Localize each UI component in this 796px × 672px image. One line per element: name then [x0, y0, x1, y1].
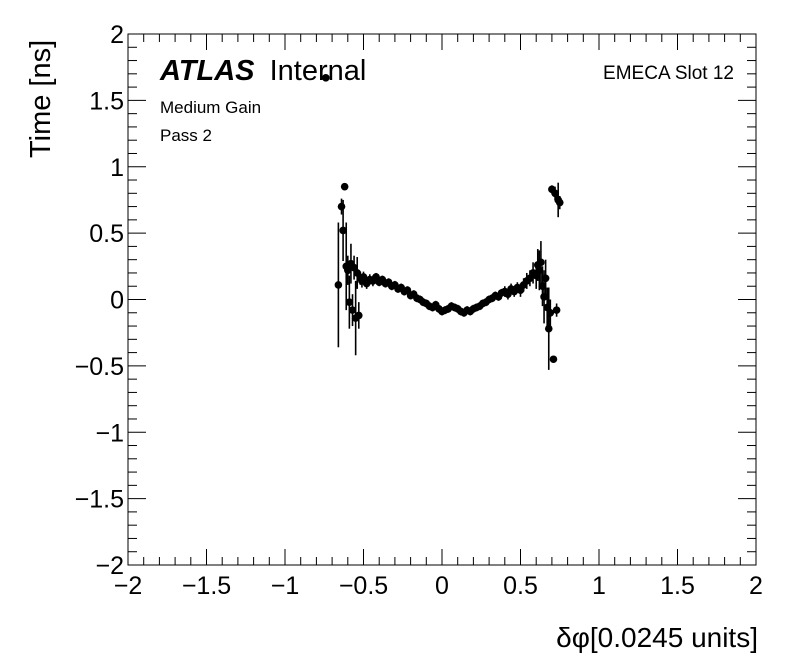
data-point	[354, 311, 363, 320]
y-tick-label: 2	[110, 21, 124, 49]
x-tick-label: 0.5	[503, 572, 538, 600]
y-tick-label: 1.5	[89, 87, 124, 115]
data-point	[537, 258, 545, 267]
x-axis-label: δφ[0.0245 units]	[556, 622, 758, 653]
y-tick-label: −2	[95, 552, 124, 580]
x-tick-label: −1.5	[182, 572, 231, 600]
y-tick-labels: −2 −1.5 −1 −0.5 0 0.5 1 1.5 2	[75, 21, 124, 580]
data-point	[546, 308, 555, 317]
pass-label: Pass 2	[160, 126, 212, 145]
y-tick-label: −1	[95, 419, 124, 447]
y-tick-label: 0	[110, 287, 124, 315]
y-axis-label: Time [ns]	[25, 40, 57, 158]
slot-label: EMECA Slot 12	[603, 63, 734, 84]
data-point	[334, 281, 343, 289]
y-tick-label: 1	[110, 154, 124, 182]
data-point	[555, 198, 564, 207]
internal-text: Internal	[270, 55, 367, 87]
data-point	[359, 273, 368, 281]
x-tick-labels: −2 −1.5 −1 −0.5 0 0.5 1 1.5 2	[114, 572, 763, 600]
data-point	[322, 74, 330, 82]
x-tick-label: 2	[749, 572, 763, 600]
data-point	[541, 274, 550, 283]
data-point	[551, 189, 559, 198]
x-tick-label: 1.5	[660, 572, 695, 600]
y-tick-label: −0.5	[75, 353, 124, 381]
y-tick-label: −1.5	[75, 486, 124, 514]
x-tick-label: 0	[435, 572, 449, 600]
data-point	[552, 306, 561, 314]
x-tick-label: −0.5	[339, 572, 388, 600]
x-tick-label: 1	[592, 572, 606, 600]
axis-ticks	[127, 33, 757, 566]
gain-label: Medium Gain	[160, 98, 261, 117]
data-point	[340, 182, 349, 191]
data-point	[348, 306, 357, 314]
data-point	[337, 202, 346, 211]
atlas-label: ATLAS Internal	[159, 55, 366, 87]
x-tick-label: −1	[271, 572, 300, 600]
data-point	[345, 298, 354, 306]
y-tick-label: 0.5	[89, 220, 124, 248]
data-point	[339, 226, 347, 235]
data-points	[322, 74, 564, 370]
data-point	[544, 324, 553, 333]
data-point	[549, 355, 558, 364]
x-tick-label: −2	[114, 572, 143, 600]
atlas-logo-text: ATLAS	[159, 55, 255, 87]
data-point	[344, 266, 352, 275]
